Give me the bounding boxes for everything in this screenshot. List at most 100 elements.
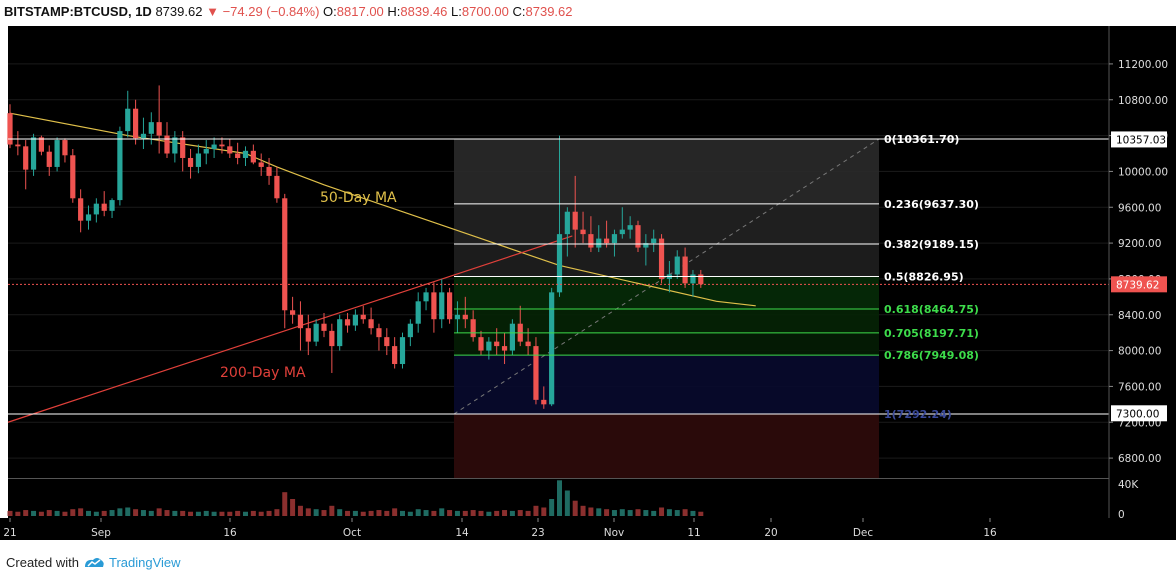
volume-bar (23, 510, 29, 516)
candle-body (337, 319, 343, 347)
created-with-text: Created with (6, 555, 79, 570)
candle-body (454, 314, 461, 320)
fib-label: 0.236(9637.30) (884, 198, 979, 211)
symbol-name[interactable]: BITSTAMP:BTCUSD, 1D (4, 4, 152, 19)
candle-body (486, 341, 492, 351)
volume-bar (337, 509, 343, 516)
volume-bar (211, 511, 217, 516)
volume-bar (321, 510, 327, 516)
candle (156, 85, 162, 154)
candle-body (596, 238, 602, 248)
time-axis-background (0, 518, 1176, 540)
candle-body (376, 328, 382, 338)
candle-body (674, 256, 680, 275)
price-change: −74.29 (−0.84%) (222, 4, 320, 19)
volume-bar (148, 510, 154, 516)
volume-bar (297, 505, 303, 516)
fib-zone (454, 413, 879, 478)
candle (439, 278, 445, 329)
close-value: 8739.62 (525, 4, 573, 19)
candle (549, 287, 555, 407)
volume-bar (392, 508, 398, 516)
fib-zone (454, 332, 879, 356)
volume-bar (619, 509, 625, 516)
volume-bar (352, 510, 358, 516)
price-badge (1111, 276, 1167, 293)
candle-body (282, 198, 288, 311)
tradingview-brand[interactable]: TradingView (108, 555, 181, 570)
candle (78, 189, 84, 233)
candle (70, 149, 76, 203)
volume-bar (62, 511, 68, 516)
price-tick-label: 7600.00 (1118, 381, 1161, 393)
volume-bar (564, 490, 570, 516)
volume-bar (109, 510, 115, 516)
candle (15, 131, 21, 156)
fib-label: 0.705(8197.71) (884, 327, 979, 340)
candle-body (78, 198, 84, 221)
volume-bar (117, 508, 123, 516)
candle (509, 319, 515, 356)
volume-bar (541, 507, 547, 516)
high-value: 8839.46 (400, 4, 448, 19)
volume-bar (635, 509, 641, 516)
price-tick-label: 10000.00 (1118, 166, 1168, 178)
volume-bar (572, 500, 578, 516)
volume-bar (31, 510, 37, 516)
price-axis[interactable]: 11200.0010800.0010400.0010000.009600.009… (8, 26, 1168, 521)
candle-body (46, 151, 52, 167)
candle (62, 138, 68, 163)
candle (180, 131, 186, 172)
volume-bar (258, 511, 264, 516)
candle (30, 133, 37, 176)
volume-bar (384, 510, 390, 516)
volume-bar (659, 507, 665, 516)
fib-label: 1(7292.24) (884, 408, 952, 421)
low-value: 8700.00 (461, 4, 509, 19)
candle-body (164, 135, 170, 154)
candle-body (172, 137, 178, 154)
volume-bar (525, 510, 531, 516)
candle (54, 137, 60, 172)
last-price: 8739.62 (155, 4, 203, 19)
fib-label: 0.618(8464.75) (884, 303, 979, 316)
time-tick-label: Sep (91, 527, 111, 539)
candle-body (125, 108, 131, 132)
candle (117, 126, 123, 206)
candle-body (203, 149, 209, 154)
volume-bar (219, 511, 225, 516)
axis-background (1109, 26, 1176, 521)
candle (698, 269, 704, 288)
candle (203, 140, 209, 165)
candle-body (101, 203, 107, 211)
fib-zone (454, 308, 879, 333)
volume-bar (360, 511, 366, 516)
candle-body (133, 108, 139, 139)
candle (604, 220, 610, 248)
volume-bar (407, 511, 413, 516)
volume-bar (38, 511, 44, 516)
candle (541, 386, 547, 409)
candle-body (447, 292, 453, 320)
candle-body (195, 153, 201, 167)
volume-bar (439, 508, 445, 516)
price-tick-label: 8400.00 (1118, 310, 1161, 322)
price-tick-label: 6800.00 (1118, 453, 1161, 465)
candle-body (627, 225, 633, 230)
volume-tick-label: 0 (1118, 509, 1125, 521)
candle-body (407, 323, 413, 338)
price-badge (1111, 405, 1167, 422)
volume-bar (70, 509, 76, 516)
candle-body (556, 234, 563, 293)
candle (101, 191, 107, 217)
fibonacci-levels[interactable]: 0(10361.70) 0.236(9637.30) 0.382(9189.15) 0… (8, 133, 1109, 421)
volume-bar (580, 505, 586, 516)
candle (195, 144, 201, 174)
candle (329, 323, 335, 373)
time-axis[interactable]: 21 Sep 16 Oct 14 23 Nov 11 20 Dec 16 (3, 518, 997, 539)
volume-bar (329, 505, 335, 516)
candle-body (235, 153, 241, 158)
candle-body (478, 337, 484, 351)
candle (462, 296, 468, 329)
